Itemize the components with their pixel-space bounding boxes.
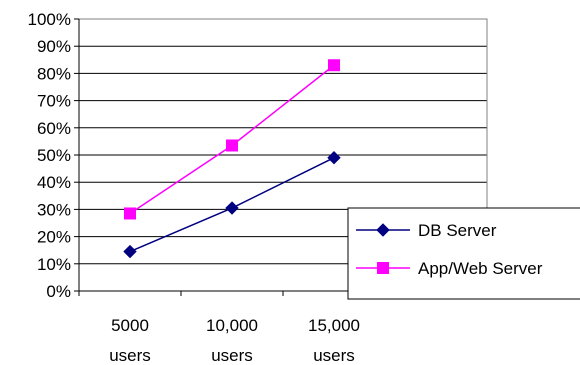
y-tick-label: 20% (37, 228, 71, 247)
x-tick-label-line: users (211, 346, 253, 365)
x-tick-label-line: users (109, 346, 151, 365)
y-tick-label: 80% (37, 64, 71, 83)
x-tick-label: 10,000 users (206, 316, 258, 365)
series-line (129, 64, 335, 215)
data-point (226, 139, 238, 152)
y-tick-label: 40% (37, 173, 71, 192)
x-tick-label-line: 5000 (111, 316, 149, 335)
legend-item: DB Server (356, 221, 497, 240)
y-tick-label: 70% (37, 92, 71, 111)
x-axis: 5000 users 10,000 users 15,000 users (78, 290, 488, 365)
legend-box (347, 207, 580, 300)
y-axis: 0% 10% 20% 30% 40% 50% 60% 70% 80% 90% 100% (28, 10, 80, 301)
x-tick-label-line: 15,000 (308, 316, 360, 335)
legend-label: DB Server (418, 221, 497, 240)
legend-label: App/Web Server (418, 259, 543, 278)
y-tick-label: 0% (46, 282, 71, 301)
y-tick-label: 60% (37, 119, 71, 138)
series-layer (123, 59, 341, 259)
y-tick-label: 90% (37, 37, 71, 56)
y-tick-label: 50% (37, 146, 71, 165)
y-tick-label: 10% (37, 255, 71, 274)
x-tick-label-line: users (313, 346, 355, 365)
data-point (327, 151, 341, 165)
data-point (123, 244, 137, 259)
data-point (124, 207, 136, 220)
legend-marker (377, 262, 389, 274)
legend: DB Server App/Web Server (347, 207, 580, 300)
series-app-web-server (124, 59, 340, 220)
data-point (225, 201, 239, 215)
x-tick-label-line: 10,000 (206, 316, 258, 335)
y-tick-label: 100% (28, 10, 71, 29)
legend-item: App/Web Server (356, 259, 543, 278)
x-tick-label: 15,000 users (308, 316, 360, 365)
legend-marker (376, 223, 390, 237)
y-tick-label: 30% (37, 200, 71, 219)
data-point (328, 59, 340, 72)
series-db-server (123, 151, 341, 259)
x-tick-label: 5000 users (109, 316, 151, 365)
